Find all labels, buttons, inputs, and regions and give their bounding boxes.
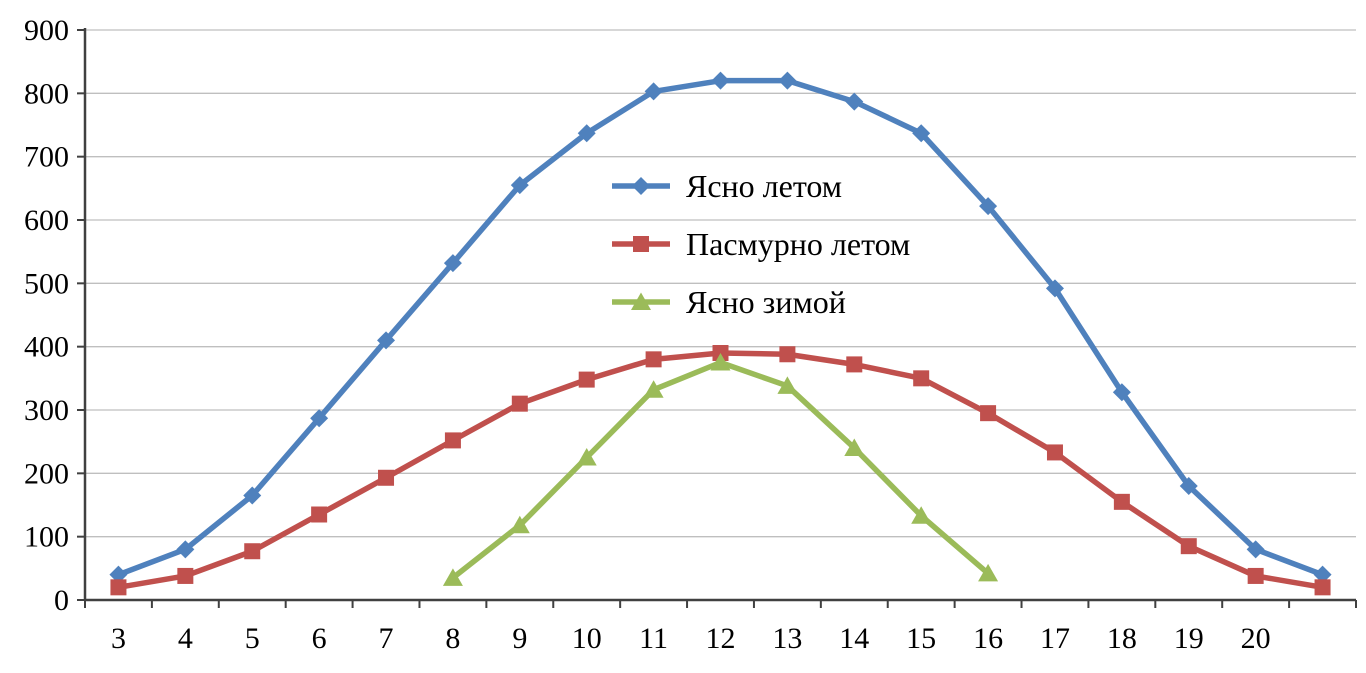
series-2-marker — [378, 469, 395, 486]
x-axis-label: 5 — [245, 622, 260, 655]
series-1-marker — [377, 331, 396, 350]
series-2-marker — [645, 351, 662, 368]
series-2-marker — [578, 371, 595, 388]
x-axis-label: 14 — [839, 622, 869, 655]
series-1-marker — [644, 82, 663, 101]
x-axis-label: 15 — [906, 622, 936, 655]
series-1-marker — [1112, 383, 1131, 402]
y-axis-label: 100 — [24, 521, 69, 554]
series-1-marker — [1313, 565, 1332, 584]
series-1-marker — [176, 540, 195, 559]
series-2-marker — [846, 356, 863, 373]
legend-label: Пасмурно летом — [686, 226, 910, 262]
series-2-marker — [1046, 444, 1063, 461]
series-3-marker — [576, 448, 597, 466]
series-3-marker — [911, 506, 932, 524]
series-3-marker — [643, 380, 664, 398]
series-3-marker — [442, 568, 463, 586]
series-2-marker — [913, 370, 930, 387]
x-axis-label: 3 — [111, 622, 126, 655]
series-1-marker — [1045, 279, 1064, 298]
y-axis-label: 700 — [24, 141, 69, 174]
x-axis-label: 9 — [512, 622, 527, 655]
series-1-marker — [912, 124, 931, 143]
series-line-3 — [450, 359, 991, 581]
legend-label: Ясно зимой — [686, 284, 846, 320]
legend-marker — [631, 292, 651, 310]
series-2-marker — [980, 405, 997, 422]
y-axis-label: 200 — [24, 457, 69, 490]
series-2-marker — [1180, 538, 1197, 555]
legend-marker — [633, 236, 649, 252]
x-axis-label: 20 — [1241, 622, 1271, 655]
x-axis-label: 8 — [445, 622, 460, 655]
series-1-marker — [510, 176, 529, 195]
series-2-marker — [444, 432, 461, 449]
y-axis-label: 600 — [24, 204, 69, 237]
series-2-marker — [311, 506, 328, 523]
y-axis-label: 500 — [24, 267, 69, 300]
series-line-1 — [115, 77, 1326, 578]
y-axis-label: 800 — [24, 77, 69, 110]
legend-label: Ясно летом — [686, 168, 842, 204]
y-axis-label: 300 — [24, 394, 69, 427]
series-3-marker — [844, 438, 865, 456]
x-axis-label: 17 — [1040, 622, 1070, 655]
series-2-marker — [511, 395, 528, 412]
y-axis-label: 900 — [24, 14, 69, 47]
series-2-marker — [779, 346, 796, 363]
series-3-marker — [777, 376, 798, 394]
series-2-marker — [244, 543, 261, 560]
x-axis-label: 11 — [639, 622, 668, 655]
series-line-2 — [115, 350, 1326, 591]
series-1-marker — [443, 254, 462, 273]
x-axis-label: 6 — [312, 622, 327, 655]
series-1-marker — [845, 92, 864, 111]
x-axis-label: 19 — [1174, 622, 1204, 655]
x-axis-label: 18 — [1107, 622, 1137, 655]
series-1-marker — [711, 71, 730, 90]
x-axis-label: 4 — [178, 622, 193, 655]
y-axis-label: 400 — [24, 331, 69, 364]
series-2-marker — [1314, 579, 1331, 596]
series-3-marker — [710, 353, 731, 371]
series-2-marker — [110, 579, 127, 596]
series-1-marker — [778, 71, 797, 90]
series-1-marker — [1246, 540, 1265, 559]
series-2-marker — [1113, 493, 1130, 510]
series-1-marker — [1179, 477, 1198, 495]
x-axis-label: 13 — [772, 622, 802, 655]
series-1-marker — [310, 409, 329, 428]
x-axis-label: 16 — [973, 622, 1003, 655]
series-1-marker — [109, 565, 128, 584]
legend-marker — [632, 177, 650, 195]
series-1-marker — [979, 197, 998, 216]
x-axis-label: 12 — [706, 622, 736, 655]
y-axis-label: 0 — [54, 584, 69, 617]
series-1-marker — [243, 486, 262, 505]
series-2-marker — [177, 567, 194, 584]
series-1-marker — [577, 124, 596, 143]
x-axis-label: 10 — [572, 622, 602, 655]
x-axis-label: 7 — [379, 622, 394, 655]
series-3-marker — [978, 563, 999, 582]
series-3-marker — [509, 515, 530, 534]
series-2-marker — [1247, 567, 1264, 584]
